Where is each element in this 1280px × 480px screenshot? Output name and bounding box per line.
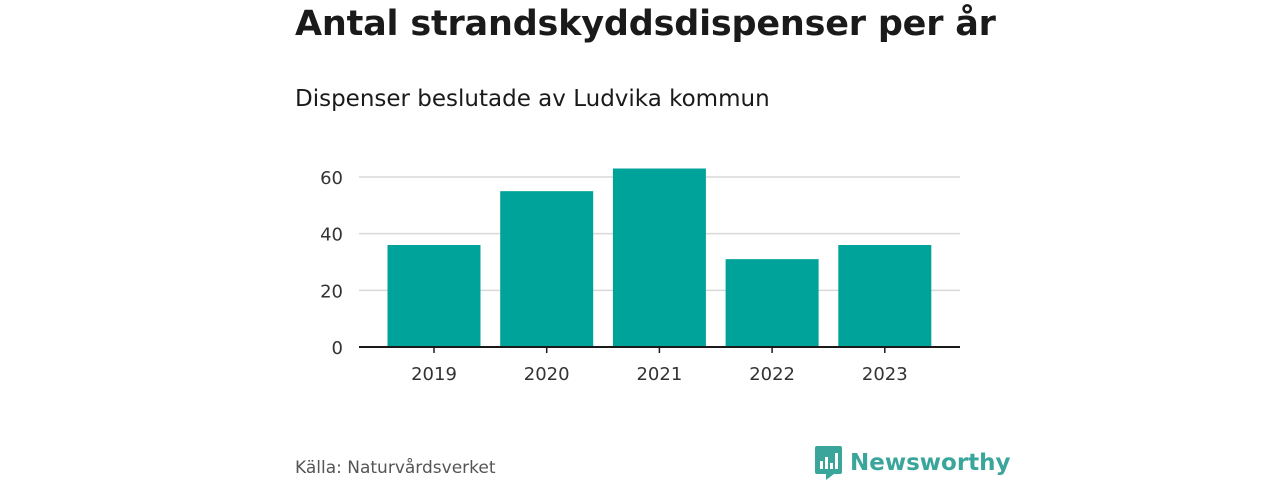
x-tick-label: 2019 (411, 364, 457, 385)
x-tick-label: 2023 (862, 364, 908, 385)
source-note: Källa: Naturvårdsverket (295, 458, 496, 478)
newsworthy-icon (815, 446, 842, 480)
bar-2019 (387, 245, 481, 347)
bar-chart: 0 20 40 60 2019 2020 2021 2022 2023 (320, 168, 960, 385)
x-tick-label: 2022 (749, 364, 795, 385)
bar-2023 (838, 245, 932, 347)
y-tick-label: 40 (320, 225, 343, 246)
bar-2020 (500, 191, 594, 347)
y-tick-label: 60 (320, 168, 343, 189)
chart-title: Antal strandskyddsdispenser per år (295, 4, 996, 44)
x-tick-label: 2021 (636, 364, 682, 385)
brand-name: Newsworthy (850, 450, 1011, 476)
bar-2022 (725, 259, 819, 347)
chart-subtitle: Dispenser beslutade av Ludvika kommun (295, 86, 770, 112)
y-tick-label: 20 (320, 281, 343, 302)
newsworthy-logo: Newsworthy (815, 446, 1011, 480)
x-tick-label: 2020 (524, 364, 570, 385)
bar-2021 (612, 168, 706, 347)
y-tick-label: 0 (332, 338, 343, 359)
